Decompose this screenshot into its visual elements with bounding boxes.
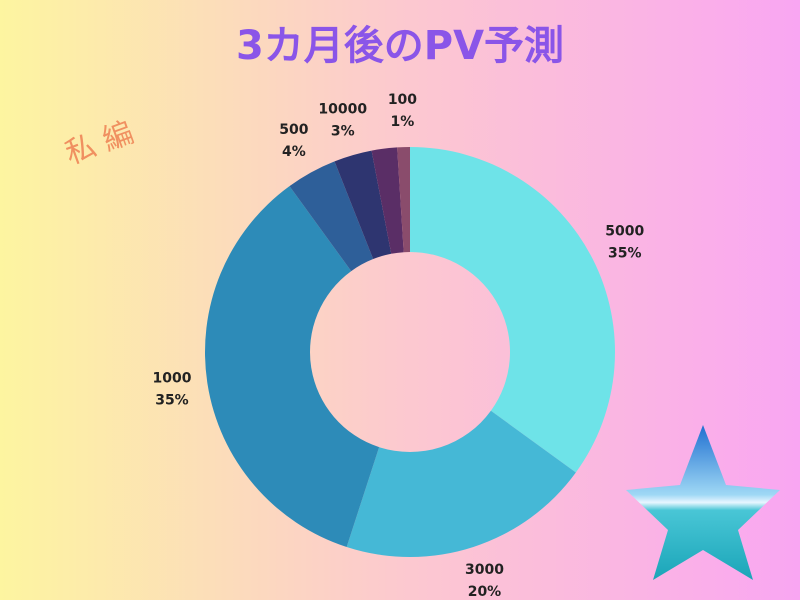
- slice-value-label: 35%: [155, 393, 189, 409]
- slice-value-label: 35%: [608, 246, 642, 262]
- slice: [371, 147, 404, 254]
- star-decoration: [626, 425, 780, 580]
- slice-label: 1000: [152, 371, 191, 387]
- slice: [334, 150, 392, 260]
- slice-value-label: 1%: [391, 114, 415, 130]
- slice-value-label: 4%: [282, 144, 306, 160]
- slice-value-label: 3%: [331, 124, 355, 140]
- slice: [204, 186, 380, 547]
- slice-label: 100: [388, 92, 417, 108]
- slice: [289, 161, 374, 272]
- slice: [410, 147, 615, 473]
- slice: [397, 147, 410, 253]
- slice-label: 3000: [465, 562, 504, 578]
- slice-label: 10000: [318, 102, 367, 118]
- slice-label: 5000: [605, 224, 644, 240]
- donut: 5000 35% 3000 20% 1000 35% 500 4% 10000 3% 100 1%: [152, 92, 644, 600]
- slice-label: 500: [279, 122, 308, 138]
- slice-value-label: 20%: [468, 584, 502, 600]
- slice: [346, 410, 576, 557]
- chart-title: 3カ月後のPV予測: [236, 23, 564, 69]
